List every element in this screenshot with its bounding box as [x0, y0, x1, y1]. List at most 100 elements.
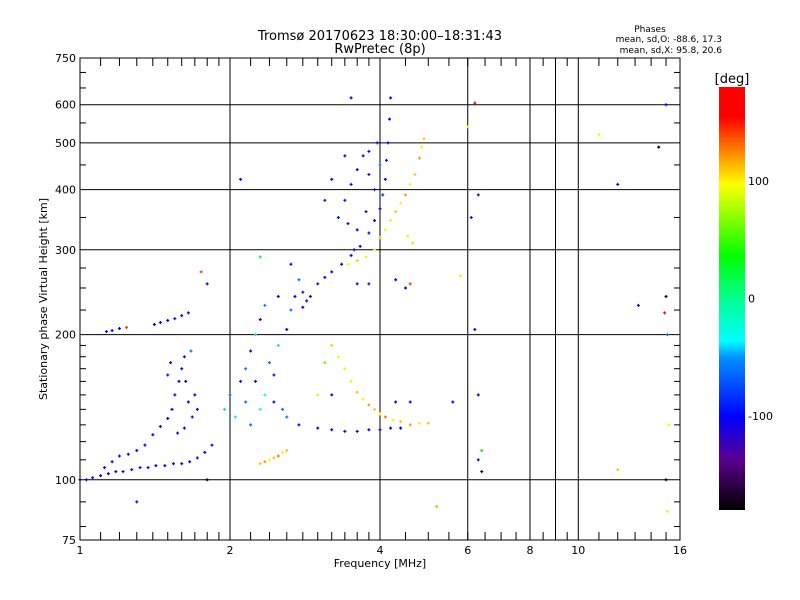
data-point	[106, 472, 110, 476]
data-point	[267, 361, 271, 365]
colorbar-tick-label: 0	[748, 293, 755, 306]
data-point	[253, 333, 257, 337]
data-point	[349, 182, 353, 186]
data-point	[417, 156, 421, 160]
data-point	[177, 379, 181, 383]
data-point	[399, 201, 403, 205]
data-point	[330, 343, 334, 347]
data-point	[171, 462, 175, 466]
data-point	[258, 255, 262, 259]
data-point	[114, 470, 118, 474]
data-point	[476, 393, 480, 397]
data-point	[272, 400, 276, 404]
data-point	[367, 149, 371, 153]
data-point	[394, 278, 398, 282]
data-point	[184, 379, 188, 383]
data-point	[399, 420, 403, 424]
data-point	[373, 407, 377, 411]
data-point	[663, 311, 667, 315]
data-point	[476, 458, 480, 462]
data-point	[330, 177, 334, 181]
data-point	[276, 295, 280, 299]
data-point	[330, 270, 334, 274]
data-point	[263, 460, 267, 464]
data-point	[258, 462, 262, 466]
data-point	[258, 318, 262, 322]
data-point	[355, 390, 359, 394]
data-point	[367, 231, 371, 235]
x-axis-label: Frequency [MHz]	[334, 557, 426, 570]
data-point	[473, 328, 477, 332]
data-point	[301, 290, 305, 294]
data-point	[408, 282, 412, 286]
data-point	[297, 278, 301, 282]
data-point	[180, 314, 184, 318]
data-point	[158, 424, 162, 428]
data-point	[408, 182, 412, 186]
data-point	[267, 458, 271, 462]
data-point	[336, 355, 340, 359]
data-point	[346, 262, 350, 266]
data-point	[473, 101, 477, 105]
data-point	[394, 210, 398, 214]
data-point	[408, 423, 412, 427]
data-point	[435, 505, 439, 509]
data-point	[305, 299, 309, 303]
data-point	[383, 415, 387, 419]
x-tick-label: 6	[464, 544, 471, 557]
data-point	[451, 400, 455, 404]
data-point	[173, 317, 177, 321]
data-point	[125, 325, 129, 329]
colorbar-tick-label: -100	[748, 410, 773, 423]
data-point	[205, 478, 209, 482]
data-points	[78, 96, 671, 513]
data-point	[343, 154, 347, 158]
data-point	[466, 125, 470, 129]
data-point	[143, 443, 147, 447]
data-point	[180, 462, 184, 466]
y-tick-label: 300	[55, 244, 76, 257]
data-point	[263, 303, 267, 307]
x-tick-labels: 1 2 4 6 8 10 16	[77, 544, 688, 557]
y-tick-label: 75	[62, 534, 76, 547]
data-point	[117, 454, 121, 458]
data-point	[352, 248, 356, 252]
data-point	[355, 282, 359, 286]
data-point	[378, 412, 382, 416]
data-point	[384, 158, 388, 162]
data-point	[469, 216, 473, 220]
stats-o-line: mean, sd,O: -88.6, 17.3	[616, 35, 722, 45]
data-point	[330, 428, 334, 432]
data-point	[103, 466, 107, 470]
x-tick-label: 2	[227, 544, 234, 557]
colorbar-tick-label: 100	[748, 175, 769, 188]
data-point	[272, 456, 276, 460]
data-point	[130, 468, 134, 472]
data-point	[258, 407, 262, 411]
data-point	[378, 163, 382, 167]
data-point	[186, 311, 190, 315]
data-point	[664, 103, 668, 107]
data-point	[406, 234, 410, 238]
data-point	[480, 470, 484, 474]
chart-subtitle: RwPretec (8p)	[334, 42, 425, 57]
data-point	[373, 219, 377, 223]
y-tick-label: 750	[55, 52, 76, 65]
data-point	[616, 182, 620, 186]
data-point	[394, 400, 398, 404]
data-point	[285, 449, 289, 453]
data-point	[239, 379, 243, 383]
data-point	[383, 177, 387, 181]
data-point	[281, 407, 285, 411]
data-point	[480, 449, 484, 453]
data-point	[323, 275, 327, 279]
data-point	[189, 349, 193, 353]
data-point	[195, 407, 199, 411]
data-point	[316, 426, 320, 430]
data-point	[244, 400, 248, 404]
data-point	[223, 407, 227, 411]
data-point	[413, 172, 417, 176]
data-point	[408, 400, 412, 404]
data-point	[657, 145, 661, 149]
